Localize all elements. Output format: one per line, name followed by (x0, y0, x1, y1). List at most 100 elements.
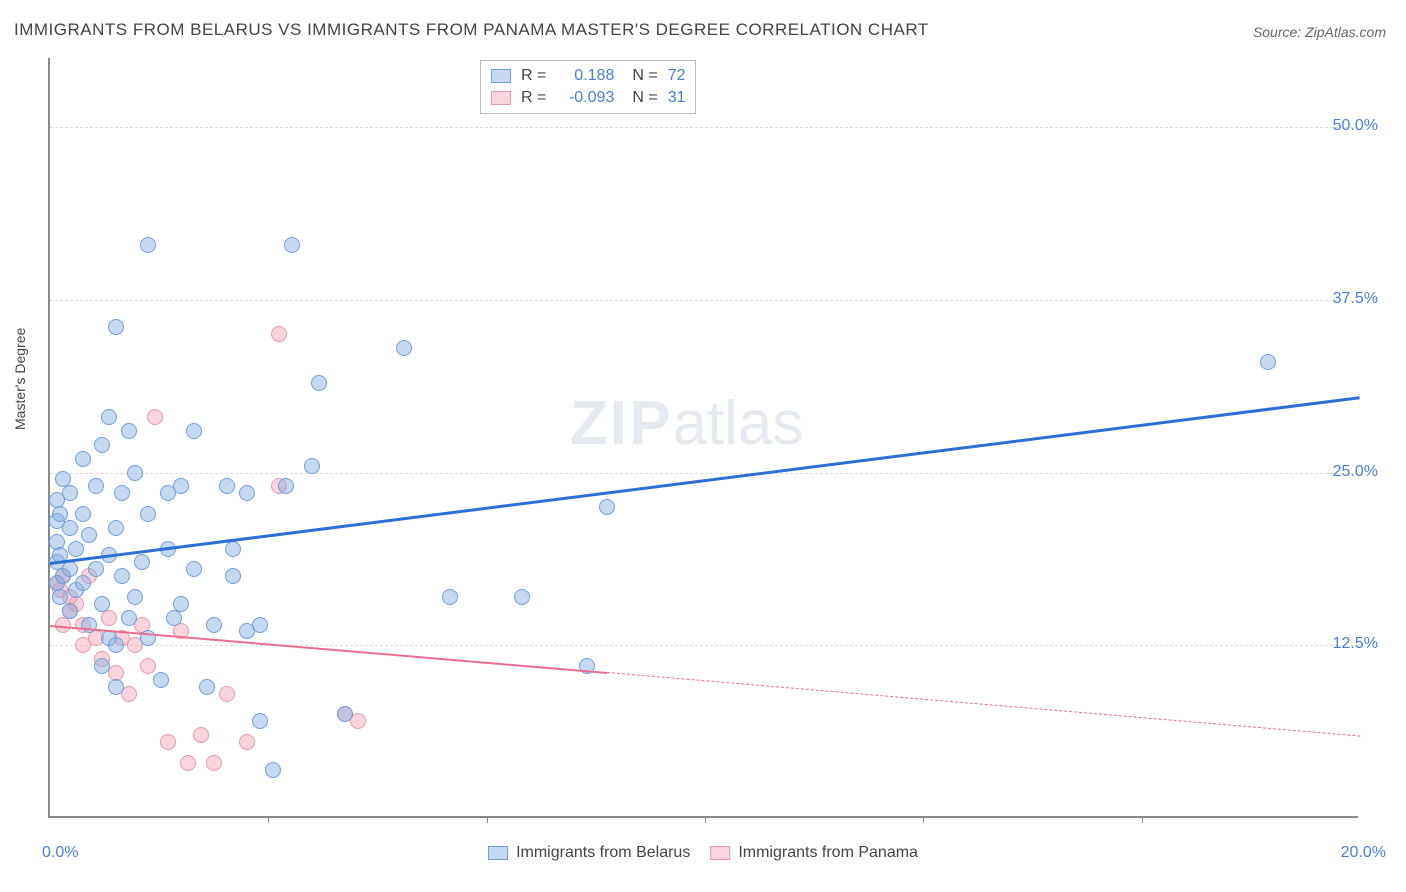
gridline (50, 300, 1358, 301)
legend-item-panama: Immigrants from Panama (710, 844, 918, 862)
scatter-point-belarus (121, 423, 137, 439)
scatter-point-belarus (127, 465, 143, 481)
scatter-point-panama (206, 755, 222, 771)
gridline (50, 645, 1358, 646)
x-tick-mark (268, 816, 269, 823)
scatter-point-belarus (219, 478, 235, 494)
scatter-point-belarus (514, 589, 530, 605)
n-value-belarus: 72 (668, 67, 686, 85)
scatter-point-panama (55, 617, 71, 633)
scatter-point-belarus (173, 478, 189, 494)
scatter-point-belarus (127, 589, 143, 605)
scatter-point-belarus (199, 679, 215, 695)
series-legend: Immigrants from Belarus Immigrants from … (488, 844, 918, 862)
trend-belarus-solid (50, 397, 1360, 566)
scatter-point-belarus (68, 541, 84, 557)
swatch-belarus (491, 69, 511, 83)
scatter-point-belarus (94, 596, 110, 612)
scatter-point-belarus (252, 617, 268, 633)
scatter-point-belarus (396, 340, 412, 356)
scatter-point-belarus (140, 506, 156, 522)
y-axis-label: Master's Degree (12, 328, 28, 430)
watermark-zip: ZIP (570, 389, 672, 458)
x-min-label: 0.0% (42, 844, 78, 862)
chart-title: IMMIGRANTS FROM BELARUS VS IMMIGRANTS FR… (14, 20, 929, 40)
scatter-point-belarus (88, 478, 104, 494)
scatter-point-panama (147, 409, 163, 425)
legend-label-panama: Immigrants from Panama (738, 844, 918, 862)
swatch-belarus (488, 846, 508, 860)
y-tick-label: 50.0% (1333, 117, 1378, 135)
scatter-point-belarus (140, 237, 156, 253)
swatch-panama (710, 846, 730, 860)
scatter-point-belarus (108, 319, 124, 335)
scatter-point-belarus (134, 554, 150, 570)
watermark: ZIPatlas (570, 388, 803, 459)
scatter-point-panama (193, 727, 209, 743)
scatter-point-belarus (94, 658, 110, 674)
r-label: R = (521, 67, 546, 85)
plot-area: ZIPatlas R = 0.188 N = 72 R = -0.093 N =… (48, 58, 1358, 818)
x-tick-mark (705, 816, 706, 823)
scatter-point-belarus (166, 610, 182, 626)
scatter-point-belarus (101, 409, 117, 425)
source-label: Source: ZipAtlas.com (1253, 24, 1386, 40)
scatter-point-belarus (206, 617, 222, 633)
scatter-point-panama (271, 326, 287, 342)
scatter-point-belarus (186, 423, 202, 439)
stats-row-panama: R = -0.093 N = 31 (491, 87, 685, 109)
scatter-point-panama (140, 658, 156, 674)
chart-container: IMMIGRANTS FROM BELARUS VS IMMIGRANTS FR… (0, 0, 1406, 892)
scatter-point-belarus (94, 437, 110, 453)
scatter-point-belarus (108, 679, 124, 695)
scatter-point-belarus (278, 478, 294, 494)
n-label: N = (632, 89, 657, 107)
r-label: R = (521, 89, 546, 107)
scatter-point-belarus (239, 485, 255, 501)
scatter-point-belarus (173, 596, 189, 612)
scatter-point-panama (180, 755, 196, 771)
gridline (50, 127, 1358, 128)
gridline (50, 473, 1358, 474)
scatter-point-belarus (88, 561, 104, 577)
watermark-atlas: atlas (672, 389, 803, 458)
scatter-point-belarus (1260, 354, 1276, 370)
scatter-point-belarus (75, 575, 91, 591)
legend-item-belarus: Immigrants from Belarus (488, 844, 690, 862)
scatter-point-belarus (284, 237, 300, 253)
scatter-point-belarus (108, 637, 124, 653)
scatter-point-belarus (337, 706, 353, 722)
x-tick-mark (487, 816, 488, 823)
scatter-point-belarus (62, 603, 78, 619)
scatter-point-belarus (311, 375, 327, 391)
x-tick-mark (1142, 816, 1143, 823)
scatter-point-belarus (114, 485, 130, 501)
scatter-point-panama (160, 734, 176, 750)
scatter-point-panama (219, 686, 235, 702)
scatter-point-belarus (62, 485, 78, 501)
scatter-point-belarus (75, 451, 91, 467)
y-tick-label: 25.0% (1333, 463, 1378, 481)
r-value-panama: -0.093 (556, 89, 614, 107)
scatter-point-belarus (442, 589, 458, 605)
legend-label-belarus: Immigrants from Belarus (516, 844, 690, 862)
y-tick-label: 37.5% (1333, 290, 1378, 308)
scatter-point-belarus (75, 506, 91, 522)
scatter-point-belarus (62, 520, 78, 536)
stats-legend: R = 0.188 N = 72 R = -0.093 N = 31 (480, 60, 696, 114)
x-max-label: 20.0% (1341, 844, 1386, 862)
scatter-point-belarus (252, 713, 268, 729)
r-value-belarus: 0.188 (556, 67, 614, 85)
scatter-point-belarus (108, 520, 124, 536)
scatter-point-belarus (225, 568, 241, 584)
scatter-point-belarus (81, 527, 97, 543)
stats-row-belarus: R = 0.188 N = 72 (491, 65, 685, 87)
scatter-point-belarus (153, 672, 169, 688)
scatter-point-belarus (599, 499, 615, 515)
y-tick-label: 12.5% (1333, 635, 1378, 653)
scatter-point-belarus (304, 458, 320, 474)
n-label: N = (632, 67, 657, 85)
scatter-point-belarus (225, 541, 241, 557)
scatter-point-panama (101, 610, 117, 626)
scatter-point-belarus (121, 610, 137, 626)
